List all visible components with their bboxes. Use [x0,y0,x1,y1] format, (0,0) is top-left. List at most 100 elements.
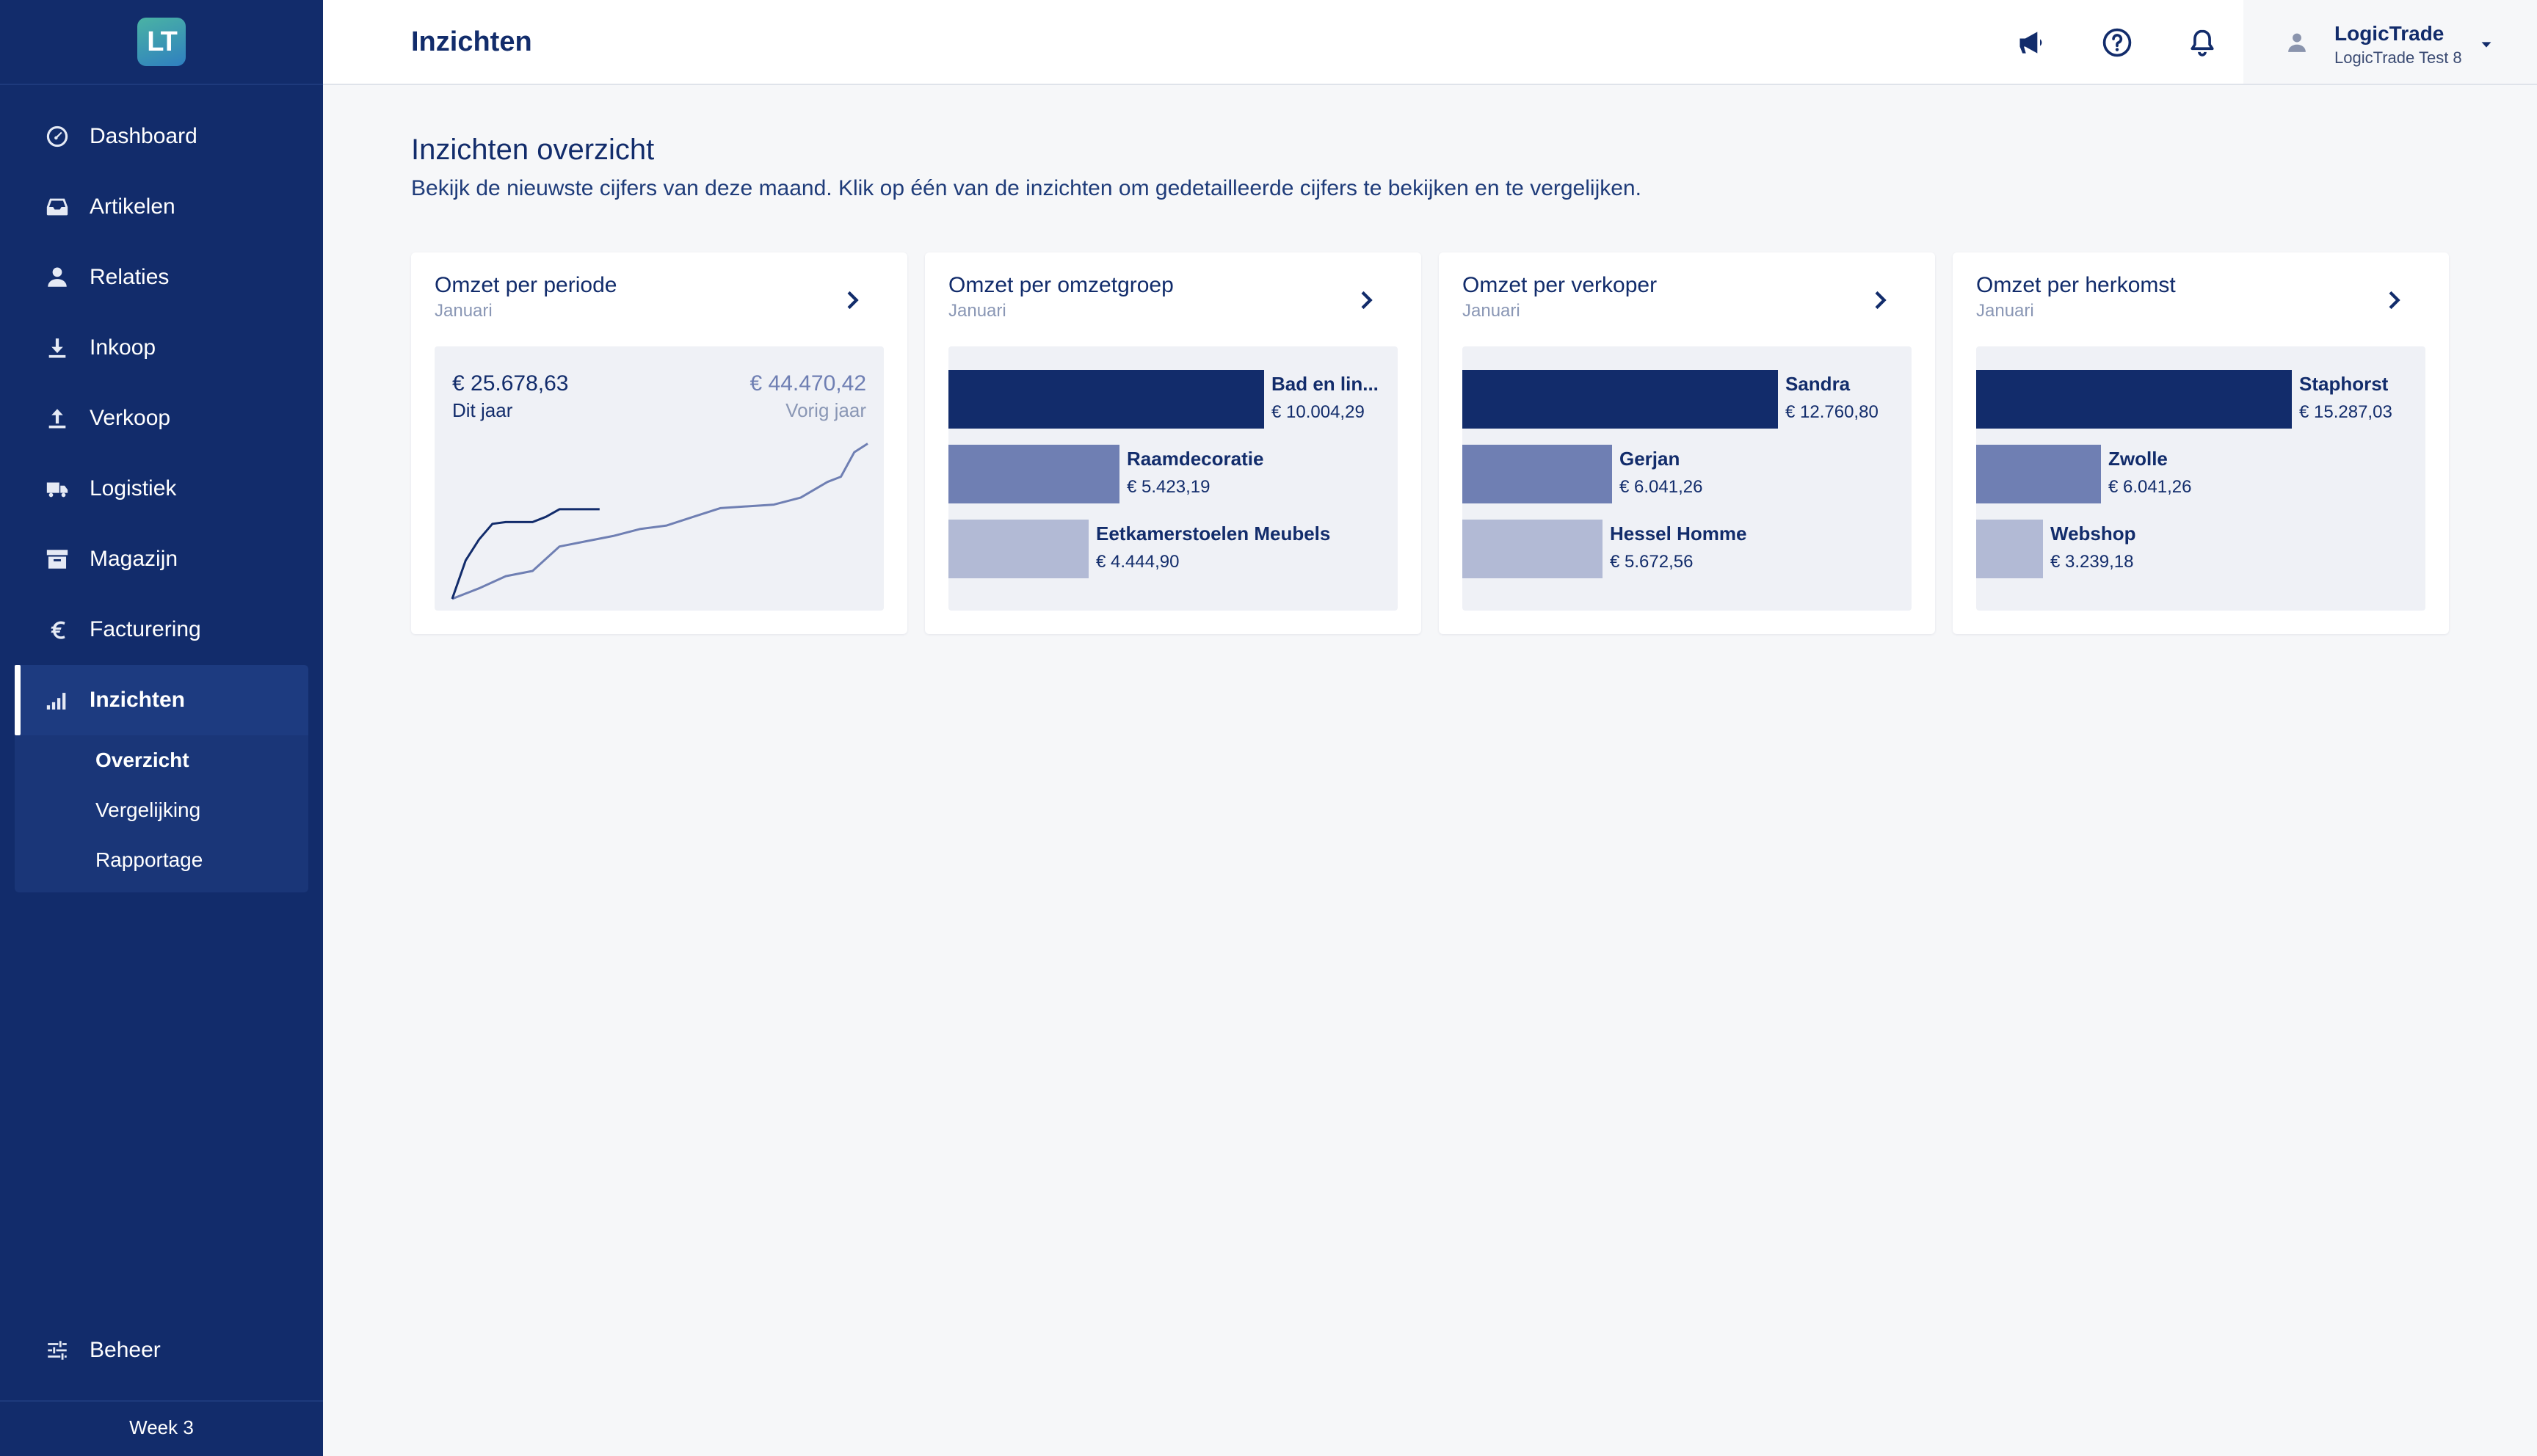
sidebar-item-label: Inzichten [90,688,186,712]
line-chart-panel: € 25.678,63 Dit jaar € 44.470,42 Vorig j… [435,346,884,611]
sidebar-item-label: Magazijn [90,547,178,571]
sidebar-item-label: Artikelen [90,194,175,219]
submenu-item-overzicht[interactable]: Overzicht [95,749,189,771]
card-title: Omzet per periode [435,273,617,297]
card-subtitle: Januari [1976,301,2034,321]
series-line-dit-jaar [451,508,600,600]
sidebar-item-inzichten[interactable]: Inzichten [0,665,323,735]
this-year-value: € 25.678,63 [452,371,569,396]
chevron-down-icon[interactable] [2478,37,2494,53]
top-header: Inzichten LogicTrade LogicTrade Test 8 [323,0,2537,85]
card-omzet-per-periode[interactable]: Omzet per periode Januari € 25.678,63 Di… [411,252,907,634]
truck-icon [43,474,72,503]
bar-value: € 6.041,26 [2108,477,2192,497]
archive-icon [43,545,72,574]
bar-label: Zwolle [2108,448,2168,470]
bar-chart-panel: Bad en lin... € 10.004,29 Raamdecoratie € 5… [948,346,1398,611]
line-chart [451,443,868,600]
bar-value: € 4.444,90 [1096,552,1180,572]
bar [1462,370,1778,429]
person-icon [43,263,72,292]
card-subtitle: Januari [948,301,1006,321]
chevron-right-icon[interactable] [2381,288,2406,313]
section-description: Bekijk de nieuwste cijfers van deze maan… [411,176,1641,200]
bell-icon[interactable] [2185,25,2220,60]
bar [948,520,1089,578]
this-year-label: Dit jaar [452,399,513,421]
bar-value: € 15.287,03 [2299,402,2392,422]
bar-label: Sandra [1785,373,1851,395]
divider [0,1400,323,1402]
chevron-right-icon[interactable] [1868,288,1892,313]
card-title: Omzet per verkoper [1462,273,1658,297]
logo-area: LT [0,0,323,85]
bar-value: € 10.004,29 [1271,402,1365,422]
signal-bars-icon [43,685,72,715]
submenu-item-vergelijking[interactable]: Vergelijking [95,798,201,821]
last-year-value: € 44.470,42 [750,371,866,396]
sidebar-item-label: Relaties [90,265,170,289]
sidebar-item-label: Inkoop [90,335,156,360]
bar [948,370,1264,429]
card-subtitle: Januari [1462,301,1520,321]
bar [1976,445,2101,503]
bar-label: Gerjan [1619,448,1680,470]
week-label: Week 3 [129,1416,194,1438]
sidebar-nav: Dashboard Artikelen Relaties Inkoop Verk… [0,101,323,665]
card-subtitle: Januari [435,301,493,321]
sidebar-item-label: Beheer [90,1338,161,1362]
section-title: Inzichten overzicht [411,134,655,166]
sidebar-item-logistiek[interactable]: Logistiek [0,454,323,524]
bar [1462,445,1612,503]
bar-chart-panel: Sandra € 12.760,80 Gerjan € 6.041,26 Hessel … [1462,346,1912,611]
bar-label: Hessel Homme [1610,523,1747,545]
sliders-icon [43,1336,72,1365]
sidebar-item-magazijn[interactable]: Magazijn [0,524,323,594]
user-company: LogicTrade Test 8 [2334,48,2462,67]
page-title: Inzichten [411,26,532,57]
chevron-right-icon[interactable] [840,288,865,313]
gauge-icon [43,122,72,151]
card-title: Omzet per omzetgroep [948,273,1174,297]
bar-label: Bad en lin... [1271,373,1379,395]
sidebar-item-relaties[interactable]: Relaties [0,242,323,313]
sidebar-item-artikelen[interactable]: Artikelen [0,172,323,242]
sidebar-item-dashboard[interactable]: Dashboard [0,101,323,172]
megaphone-icon[interactable] [2014,25,2050,60]
user-avatar-icon [2288,33,2306,52]
download-icon [43,333,72,363]
help-icon[interactable] [2099,25,2135,60]
sidebar-item-beheer[interactable]: Beheer [0,1315,323,1386]
chevron-right-icon[interactable] [1354,288,1379,313]
bar [1462,520,1603,578]
bar-value: € 12.760,80 [1785,402,1879,422]
bar-value: € 5.423,19 [1127,477,1211,497]
bar-label: Raamdecoratie [1127,448,1264,470]
bar [1976,520,2043,578]
active-indicator [15,665,21,735]
card-omzet-per-omzetgroep[interactable]: Omzet per omzetgroep Januari Bad en lin.… [925,252,1421,634]
card-title: Omzet per herkomst [1976,273,2176,297]
sidebar-item-label: Logistiek [90,476,177,500]
card-omzet-per-verkoper[interactable]: Omzet per verkoper Januari Sandra € 12.76… [1439,252,1935,634]
sidebar: LT Dashboard Artikelen Relaties Inkoop V… [0,0,323,1456]
series-line-vorig-jaar [451,443,868,600]
inbox-icon [43,192,72,222]
sidebar-item-label: Verkoop [90,406,171,430]
user-menu[interactable]: LogicTrade LogicTrade Test 8 [2243,0,2537,84]
card-omzet-per-herkomst[interactable]: Omzet per herkomst Januari Staphorst € 15… [1953,252,2449,634]
submenu-item-rapportage[interactable]: Rapportage [95,848,203,871]
logo[interactable]: LT [137,18,186,66]
sidebar-item-label: Facturering [90,617,201,641]
bar-label: Eetkamerstoelen Meubels [1096,523,1331,545]
user-name: LogicTrade [2334,22,2445,45]
upload-icon [43,404,72,433]
bar-value: € 5.672,56 [1610,552,1694,572]
sidebar-item-inkoop[interactable]: Inkoop [0,313,323,383]
bar [1976,370,2292,429]
last-year-label: Vorig jaar [785,399,866,421]
sidebar-item-facturering[interactable]: Facturering [0,594,323,665]
sidebar-item-verkoop[interactable]: Verkoop [0,383,323,454]
euro-icon [43,615,72,644]
bar-label: Webshop [2050,523,2136,545]
